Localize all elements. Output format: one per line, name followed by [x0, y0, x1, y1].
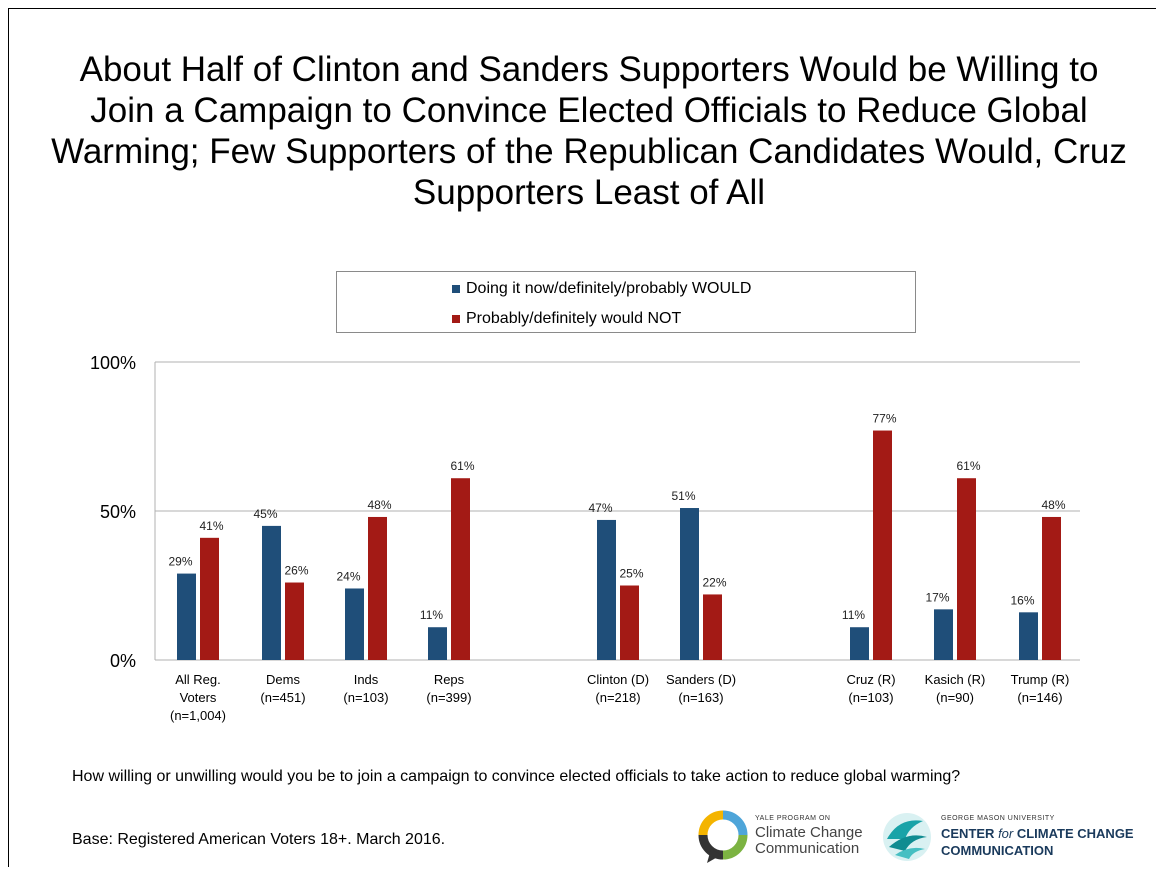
data-label: 29%: [168, 555, 192, 569]
bar-would-not: [200, 537, 219, 660]
x-tick-label: (n=146): [1017, 690, 1062, 705]
gmu-logo-line2: COMMUNICATION: [941, 843, 1054, 858]
bar-would: [177, 573, 196, 660]
x-tick-label: (n=163): [678, 690, 723, 705]
data-label: 26%: [284, 564, 308, 578]
bar-would: [1019, 612, 1038, 660]
data-label: 48%: [1041, 498, 1065, 512]
chart-title: About Half of Clinton and Sanders Suppor…: [51, 50, 1127, 212]
x-tick-label: Dems: [266, 672, 300, 687]
bar-would: [428, 627, 447, 660]
yale-logo-line1: Climate Change: [755, 824, 863, 841]
legend-label-would: Doing it now/definitely/probably WOULD: [466, 280, 752, 297]
data-label: 17%: [925, 590, 949, 604]
yale-logo-small-text: YALE PROGRAM ON: [755, 815, 831, 822]
y-tick-label: 100%: [90, 353, 136, 373]
gmu-logo-line1-a: CENTER: [941, 826, 999, 841]
bar-would-not: [703, 594, 722, 660]
data-label: 41%: [199, 519, 223, 533]
x-tick-label: (n=103): [848, 690, 893, 705]
data-label: 48%: [367, 498, 391, 512]
bar-would: [850, 627, 869, 660]
bar-would: [680, 508, 699, 660]
gmu-logo-small-text: GEORGE MASON UNIVERSITY: [941, 815, 1055, 822]
x-tick-label: All Reg.: [175, 672, 221, 687]
data-label: 11%: [420, 608, 443, 622]
gmu-logo-icon: [883, 813, 931, 861]
data-label: 45%: [253, 507, 277, 521]
y-tick-label: 50%: [100, 502, 136, 522]
slide: About Half of Clinton and Sanders Suppor…: [8, 8, 1156, 867]
bar-would-not: [957, 478, 976, 660]
bar-would-not: [620, 585, 639, 660]
data-label: 11%: [842, 608, 865, 622]
bar-would: [934, 609, 953, 660]
legend-swatch-would-not: [452, 315, 460, 323]
data-label: 24%: [336, 569, 360, 583]
yale-logo-icon: [698, 810, 748, 863]
x-tick-label: (n=103): [343, 690, 388, 705]
bar-would-not: [451, 478, 470, 660]
x-tick-label: Voters: [180, 690, 217, 705]
data-label: 61%: [956, 459, 980, 473]
data-label: 25%: [619, 567, 643, 581]
yale-logo-text: Climate Change Communication: [755, 825, 863, 857]
bar-would-not: [285, 582, 304, 660]
x-tick-label: (n=1,004): [170, 708, 226, 723]
x-tick-label: (n=451): [260, 690, 305, 705]
legend-swatch-would: [452, 285, 460, 293]
data-label: 61%: [450, 459, 474, 473]
yale-logo: YALE PROGRAM ON Climate Change Communica…: [697, 809, 877, 865]
bar-would-not: [1042, 516, 1061, 660]
legend-label-would-not: Probably/definitely would NOT: [466, 310, 682, 327]
gmu-logo: GEORGE MASON UNIVERSITY CENTER for CLIMA…: [879, 809, 1149, 865]
bar-would: [262, 525, 281, 660]
bar-would-not: [368, 516, 387, 660]
bar-would-not: [873, 430, 892, 660]
data-label: 47%: [588, 501, 612, 515]
gmu-logo-text: CENTER for CLIMATE CHANGE COMMUNICATION: [941, 825, 1134, 859]
data-label: 16%: [1010, 593, 1034, 607]
x-tick-label: Cruz (R): [846, 672, 895, 687]
yale-logo-line2: Communication: [755, 840, 860, 857]
legend-item-would: Doing it now/definitely/probably WOULD: [452, 278, 751, 300]
legend: Doing it now/definitely/probably WOULD P…: [336, 271, 916, 333]
x-tick-label: Kasich (R): [925, 672, 986, 687]
data-label: 77%: [872, 412, 896, 426]
x-tick-label: Trump (R): [1011, 672, 1070, 687]
gmu-logo-line1-c: CLIMATE CHANGE: [1013, 826, 1134, 841]
y-tick-label: 0%: [110, 651, 136, 671]
survey-question: How willing or unwilling would you be to…: [72, 768, 961, 785]
x-tick-label: (n=90): [936, 690, 974, 705]
bar-would: [597, 519, 616, 660]
x-tick-label: (n=218): [595, 690, 640, 705]
x-tick-label: Reps: [434, 672, 465, 687]
x-tick-label: Sanders (D): [666, 672, 736, 687]
base-note: Base: Registered American Voters 18+. Ma…: [72, 831, 446, 848]
bar-would: [345, 588, 364, 660]
x-tick-label: (n=399): [426, 690, 471, 705]
data-label: 22%: [702, 575, 726, 589]
x-tick-label: Inds: [354, 672, 379, 687]
data-label: 51%: [671, 489, 695, 503]
gmu-logo-line1: CENTER for CLIMATE CHANGE: [941, 825, 1134, 842]
gmu-logo-line1-b: for: [998, 826, 1014, 841]
legend-item-would-not: Probably/definitely would NOT: [452, 308, 681, 330]
x-tick-label: Clinton (D): [587, 672, 649, 687]
